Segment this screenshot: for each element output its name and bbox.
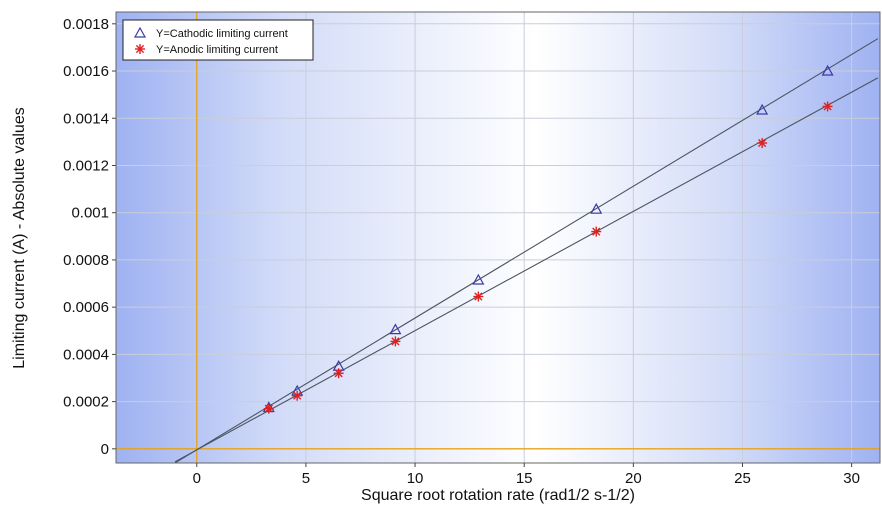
legend-asterisk-marker-stroke — [135, 44, 145, 54]
data-point-anodic — [591, 226, 602, 237]
data-point-anodic-stroke — [823, 102, 832, 111]
data-point-anodic — [757, 138, 768, 149]
plot-background — [116, 12, 880, 463]
data-point-anodic — [473, 291, 484, 302]
x-axis-title: Square root rotation rate (rad1/2 s-1/2) — [361, 487, 635, 504]
grid — [116, 12, 880, 463]
x-tick-label: 30 — [843, 470, 860, 487]
zero-lines — [116, 12, 880, 463]
legend-asterisk-marker — [135, 44, 145, 54]
y-tick-label: 0.0012 — [63, 157, 109, 174]
data-point-anodic-stroke — [391, 337, 400, 346]
legend: Y=Cathodic limiting current Y=Anodic lim… — [122, 19, 314, 61]
y-axis-ticks: 0 0.0002 0.0004 0.0006 0.0008 0.001 0.0012 0.00… — [63, 16, 116, 458]
fit-line-cathodic — [174, 38, 879, 463]
y-tick-label: 0.0002 — [63, 394, 109, 411]
data-point-cathodic — [590, 202, 603, 214]
x-tick-label: 0 — [193, 470, 201, 487]
x-axis-ticks: 0 5 10 15 20 25 30 — [193, 463, 860, 487]
x-tick-label: 5 — [302, 470, 310, 487]
y-tick-label: 0.0014 — [63, 110, 109, 127]
data-point-anodic — [390, 336, 401, 347]
y-tick-label: 0.0004 — [63, 346, 109, 363]
plot-frame — [115, 11, 881, 464]
legend-anodic-marker — [135, 44, 145, 54]
data-point-anodic-stroke — [474, 292, 483, 301]
y-tick-label: 0 — [101, 441, 109, 458]
x-tick-label: 10 — [407, 470, 424, 487]
data-point-cathodic — [756, 103, 769, 115]
data-point-cathodic — [389, 323, 402, 335]
legend-cathodic-label: Y=Cathodic limiting current — [156, 28, 288, 40]
data-point-anodic — [263, 403, 274, 414]
data-point-anodic — [292, 390, 303, 401]
y-tick-label: 0.0018 — [63, 16, 109, 33]
data-points — [262, 64, 834, 414]
y-tick-label: 0.0016 — [63, 63, 109, 80]
legend-cathodic-marker — [133, 26, 147, 38]
data-point-cathodic — [472, 273, 485, 285]
y-tick-label: 0.0006 — [63, 299, 109, 316]
y-tick-label: 0.001 — [71, 205, 109, 222]
x-tick-label: 20 — [625, 470, 642, 487]
x-tick-label: 25 — [734, 470, 751, 487]
y-axis-title: Limiting current (A) - Absolute values — [11, 107, 28, 368]
y-tick-label: 0.0008 — [63, 252, 109, 269]
x-tick-label: 15 — [516, 470, 533, 487]
data-point-anodic-stroke — [334, 369, 343, 378]
data-point-anodic-stroke — [264, 404, 273, 413]
data-point-anodic-stroke — [293, 391, 302, 400]
data-point-anodic — [822, 101, 833, 112]
data-point-anodic-stroke — [758, 138, 767, 148]
legend-box — [122, 19, 314, 61]
legend-triangle-marker — [133, 26, 147, 38]
data-point-anodic — [333, 368, 344, 379]
data-point-anodic-stroke — [592, 227, 601, 236]
legend-anodic-label: Y=Anodic limiting current — [156, 44, 278, 56]
data-point-cathodic — [821, 64, 834, 76]
